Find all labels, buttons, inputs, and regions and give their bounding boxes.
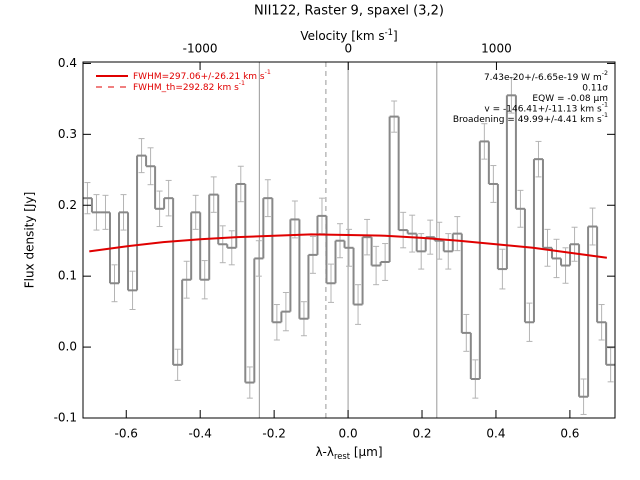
top-axis-label-sup: -1 — [385, 27, 393, 37]
top-tick-label: -1000 — [183, 42, 218, 56]
x-tick-label: -0.4 — [188, 427, 211, 441]
legend-label: FWHM_th=292.82 km s-1 — [133, 80, 245, 93]
annotation-sup: -1 — [602, 102, 608, 109]
y-tick-label: 0.4 — [58, 56, 77, 70]
x-axis-label: λ-λrest [μm] — [315, 445, 382, 461]
top-axis-label-part: Velocity [km s — [300, 29, 384, 43]
y-axis-label: Flux density [Jy] — [23, 192, 37, 289]
y-tick-label: 0.3 — [58, 127, 77, 141]
x-tick-label: 0.2 — [412, 427, 431, 441]
x-axis-label-part: λ-λ — [315, 445, 334, 459]
x-tick-label: -0.6 — [115, 427, 138, 441]
annotation-part: 7.43e-20+/-6.65e-19 W m — [484, 73, 602, 83]
plot-frame — [82, 61, 616, 419]
annotation: Broadening = 49.99+/-4.41 km s-1 — [453, 112, 608, 125]
x-tick-label: 0.6 — [560, 427, 579, 441]
chart-title: NII122, Raster 9, spaxel (3,2) — [254, 4, 444, 19]
top-tick-label: 1000 — [481, 42, 512, 56]
y-tick-label: 0.2 — [58, 198, 77, 212]
legend-label-part: FWHM=297.06+/-26.21 km s — [133, 72, 265, 82]
annotation-part: EQW = -0.08 μm — [532, 94, 608, 104]
x-axis-label-part: [μm] — [350, 445, 383, 459]
legend-label-part: FWHM_th=292.82 km s — [133, 83, 239, 93]
annotation: 0.11σ — [582, 83, 608, 93]
annotation-sup: -2 — [602, 70, 608, 77]
legend-label-sup: -1 — [265, 69, 271, 76]
fit-curve — [89, 233, 607, 259]
annotation-part: Broadening = 49.99+/-4.41 km s — [453, 115, 602, 125]
x-tick-label: 0.0 — [339, 427, 358, 441]
annotation: EQW = -0.08 μm — [532, 94, 608, 104]
top-axis-label-part: ] — [393, 29, 398, 43]
legend-label: FWHM=297.06+/-26.21 km s-1 — [133, 69, 271, 82]
y-tick-label: 0.1 — [58, 269, 77, 283]
top-tick-label: 0 — [344, 42, 352, 56]
x-tick-label: 0.4 — [486, 427, 505, 441]
annotation-sup: -1 — [602, 112, 608, 119]
y-tick-label: 0.0 — [58, 340, 77, 354]
legend-label-sup: -1 — [239, 80, 245, 87]
x-tick-label: -0.2 — [262, 427, 285, 441]
annotation: 7.43e-20+/-6.65e-19 W m-2 — [484, 70, 608, 83]
annotation-part: 0.11σ — [582, 83, 608, 93]
top-axis-label: Velocity [km s-1] — [300, 27, 397, 43]
x-axis-label-sub: rest — [334, 451, 351, 461]
annotation-part: v = -146.41+/-11.13 km s — [484, 104, 602, 114]
annotation: v = -146.41+/-11.13 km s-1 — [484, 102, 608, 115]
y-tick-label: -0.1 — [54, 411, 77, 425]
